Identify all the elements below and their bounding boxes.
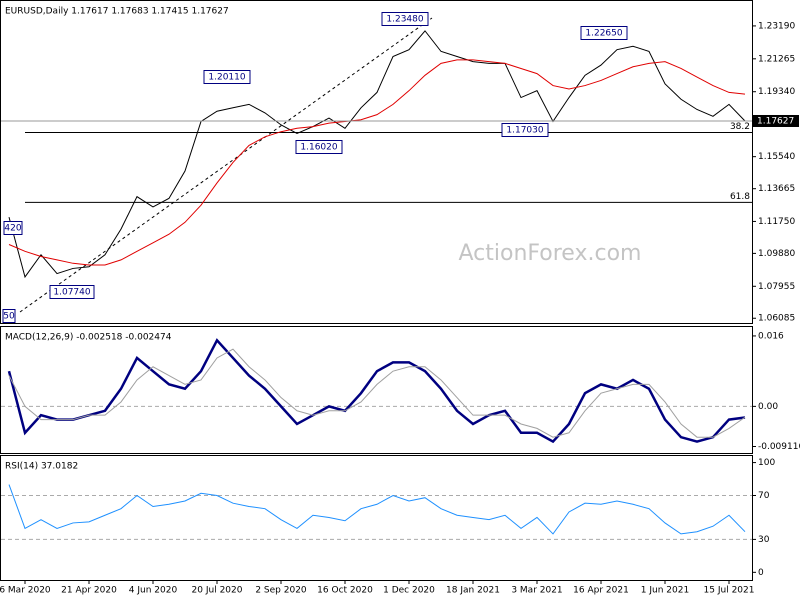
watermark: ActionForex.com <box>459 241 642 266</box>
y-tick-label: -0.009116 <box>758 442 800 452</box>
annotation-box <box>381 12 429 26</box>
annotation: 1.07740 <box>53 288 90 298</box>
y-tick-label: 1.21265 <box>758 54 795 64</box>
y-tick-label: 1.07955 <box>758 282 795 292</box>
macd-frame <box>0 326 753 454</box>
y-tick-label: 1.23190 <box>758 21 795 31</box>
annotation-box <box>501 123 549 137</box>
annotation-box <box>295 140 343 154</box>
x-tick-label: 21 Apr 2020 <box>61 586 117 596</box>
y-tick-label: 1.13665 <box>758 184 795 194</box>
annotation: 1.16020 <box>300 143 337 153</box>
series-line <box>7 338 746 444</box>
y-tick-label: 1.09880 <box>758 249 795 259</box>
x-tick-label: 4 Jun 2020 <box>129 586 178 596</box>
y-tick-label: 1.11750 <box>758 217 795 227</box>
annotation-box <box>203 70 251 84</box>
x-tick-label: 1 Jun 2021 <box>641 586 689 596</box>
x-tick-label: 16 Apr 2021 <box>573 586 629 596</box>
fib-label: 38.2 <box>730 122 750 132</box>
annotation-box <box>3 221 23 235</box>
annotation: 1.20110 <box>208 73 245 83</box>
y-tick-label: 0.00 <box>758 402 778 412</box>
y-tick-label: 0 <box>758 568 764 578</box>
last-price-label: 1.17627 <box>757 116 794 126</box>
y-tick-label: 70 <box>758 491 770 501</box>
annotation: 1.17030 <box>506 126 543 136</box>
annotation-box <box>49 285 95 299</box>
x-tick-label: 20 Jul 2020 <box>192 586 243 596</box>
panel-title: EURUSD,Daily 1.17617 1.17683 1.17415 1.1… <box>5 7 229 17</box>
annotation-box <box>580 26 628 40</box>
series-line <box>8 484 746 535</box>
trend-line <box>19 17 433 313</box>
x-tick-label: 1 Dec 2020 <box>383 586 435 596</box>
x-tick-label: 2 Sep 2020 <box>255 586 307 596</box>
series-line <box>8 59 746 266</box>
x-tick-label: 18 Jan 2021 <box>446 586 500 596</box>
y-tick-label: 100 <box>758 458 775 468</box>
rsi-frame <box>0 455 753 581</box>
y-tick-label: 1.15540 <box>758 152 795 162</box>
last-price-box <box>753 114 799 127</box>
price-frame <box>0 0 753 324</box>
annotation: 50 <box>3 312 15 322</box>
y-tick-label: 30 <box>758 535 770 545</box>
x-tick-label: 16 Oct 2020 <box>317 586 373 596</box>
annotation-box <box>2 309 16 323</box>
panel-title: RSI(14) 37.0182 <box>5 462 78 472</box>
x-tick-label: 15 Jul 2021 <box>704 586 755 596</box>
y-tick-label: 0.016 <box>758 331 784 341</box>
annotation: 1.22650 <box>585 29 622 39</box>
x-tick-label: 6 Mar 2020 <box>0 586 51 596</box>
y-tick-label: 1.06085 <box>758 314 795 324</box>
annotation: 1.23480 <box>386 15 423 25</box>
fib-label: 61.8 <box>730 192 750 202</box>
annotation: 420 <box>4 224 21 234</box>
y-tick-label: 1.19340 <box>758 87 795 97</box>
series-line <box>8 348 746 438</box>
series-line <box>8 30 746 279</box>
x-tick-label: 3 Mar 2021 <box>511 586 562 596</box>
panel-title: MACD(12,26,9) -0.002518 -0.002474 <box>5 333 172 343</box>
